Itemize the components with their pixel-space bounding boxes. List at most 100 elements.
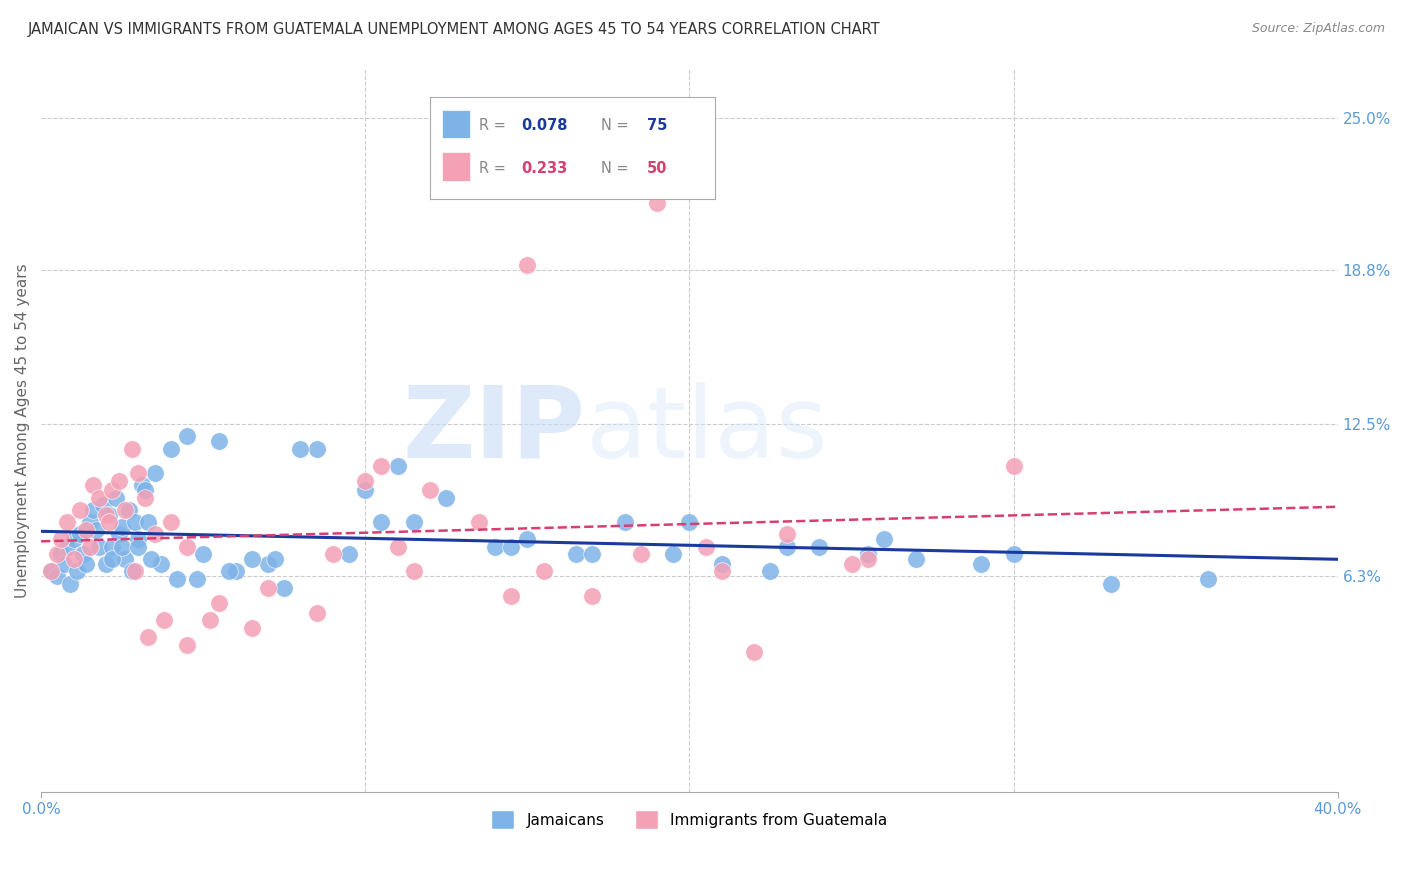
Point	[141, 552, 163, 566]
Point	[101, 552, 124, 566]
Point	[56, 515, 79, 529]
Point	[176, 429, 198, 443]
Point	[84, 523, 107, 537]
Point	[776, 540, 799, 554]
Point	[186, 572, 208, 586]
Point	[305, 442, 328, 456]
Point	[121, 442, 143, 456]
Point	[143, 466, 166, 480]
Point	[114, 503, 136, 517]
Point	[136, 515, 159, 529]
Point	[124, 515, 146, 529]
Point	[841, 557, 863, 571]
Point	[1197, 572, 1219, 586]
Point	[82, 478, 104, 492]
Point	[117, 503, 139, 517]
Point	[124, 564, 146, 578]
Point	[337, 547, 360, 561]
Point	[873, 533, 896, 547]
Point	[49, 547, 72, 561]
Point	[662, 547, 685, 561]
Point	[159, 442, 181, 456]
Point	[114, 552, 136, 566]
Point	[856, 547, 879, 561]
Point	[94, 557, 117, 571]
Point	[91, 498, 114, 512]
Point	[419, 483, 441, 498]
Point	[402, 564, 425, 578]
Point	[69, 503, 91, 517]
Point	[710, 557, 733, 571]
Point	[387, 458, 409, 473]
Point	[121, 564, 143, 578]
Point	[970, 557, 993, 571]
Text: ZIP: ZIP	[404, 382, 586, 479]
Point	[533, 564, 555, 578]
Point	[111, 540, 134, 554]
Point	[131, 478, 153, 492]
Text: atlas: atlas	[586, 382, 827, 479]
Point	[370, 515, 392, 529]
Point	[240, 552, 263, 566]
Point	[49, 533, 72, 547]
Point	[710, 564, 733, 578]
Point	[101, 540, 124, 554]
Point	[516, 258, 538, 272]
Point	[89, 540, 111, 554]
Point	[759, 564, 782, 578]
Point	[176, 638, 198, 652]
Point	[127, 540, 149, 554]
Point	[66, 564, 89, 578]
Point	[257, 557, 280, 571]
Point	[79, 515, 101, 529]
Point	[136, 631, 159, 645]
Point	[76, 523, 98, 537]
Point	[581, 547, 603, 561]
Point	[370, 458, 392, 473]
Point	[101, 483, 124, 498]
Point	[467, 515, 489, 529]
Point	[1002, 458, 1025, 473]
Point	[290, 442, 312, 456]
Point	[108, 474, 131, 488]
Point	[89, 491, 111, 505]
Point	[354, 483, 377, 498]
Point	[176, 540, 198, 554]
Point	[516, 533, 538, 547]
Point	[856, 552, 879, 566]
Point	[150, 557, 173, 571]
Text: Source: ZipAtlas.com: Source: ZipAtlas.com	[1251, 22, 1385, 36]
Point	[153, 613, 176, 627]
Point	[127, 466, 149, 480]
Point	[695, 540, 717, 554]
Point	[354, 474, 377, 488]
Point	[630, 547, 652, 561]
Point	[808, 540, 831, 554]
Point	[193, 547, 215, 561]
Point	[134, 491, 156, 505]
Point	[39, 564, 62, 578]
Point	[1002, 547, 1025, 561]
Point	[94, 508, 117, 522]
Point	[46, 569, 69, 583]
Point	[208, 596, 231, 610]
Point	[127, 533, 149, 547]
Point	[1099, 576, 1122, 591]
Point	[134, 483, 156, 498]
Point	[501, 589, 523, 603]
Point	[225, 564, 247, 578]
Point	[62, 533, 84, 547]
Point	[108, 527, 131, 541]
Legend: Jamaicans, Immigrants from Guatemala: Jamaicans, Immigrants from Guatemala	[485, 804, 894, 835]
Point	[218, 564, 240, 578]
Point	[79, 540, 101, 554]
Point	[402, 515, 425, 529]
Point	[742, 645, 765, 659]
Point	[484, 540, 506, 554]
Point	[111, 520, 134, 534]
Point	[305, 606, 328, 620]
Point	[62, 552, 84, 566]
Point	[56, 540, 79, 554]
Point	[46, 547, 69, 561]
Point	[198, 613, 221, 627]
